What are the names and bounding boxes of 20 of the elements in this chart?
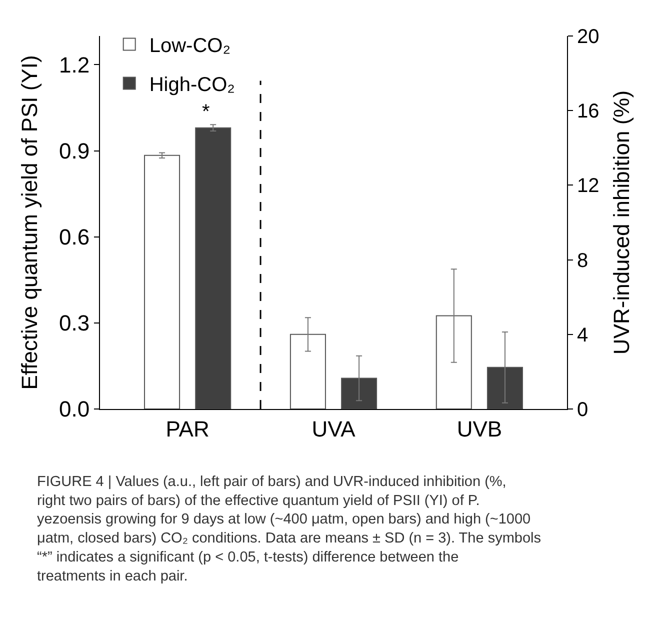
y-tick-label: 0.6 [59, 224, 90, 250]
y2-tick-label: 8 [577, 250, 588, 272]
x-tick-label: PAR [166, 416, 210, 442]
x-tick-label: UVB [456, 416, 502, 442]
legend-label: Low-CO₂ [149, 35, 230, 58]
y-tick-label: 0.0 [59, 396, 90, 422]
legend-label: High-CO₂ [149, 74, 235, 96]
y2-tick-label: 12 [577, 175, 600, 198]
y2-tick-label: 4 [577, 324, 588, 346]
y-tick-label: 0.3 [59, 310, 90, 336]
y-tick-label: 0.9 [59, 138, 90, 164]
y2-tick-label: 16 [577, 100, 600, 123]
y-tick-label: 1.2 [59, 52, 90, 78]
annotation: * [202, 101, 210, 123]
caption: FIGURE 4 | Values (a.u., left pair of bars) and UVR-induced inhibition (%, right two pairs of bars) of the effective quantum yield of PSII (YI) of P. yezoensis growing for 9 days at low (~400 μatm, open bars) and high (~1000 μatm, closed bars) CO₂ conditions. Data are means ± SD (n = 3). The symbols “*” indicates a significant (p < 0.05, t-tests) difference between the treatments in each pair. [37, 474, 541, 584]
y2-tick-label: 0 [577, 399, 588, 421]
y-axis-title: Effective quantum yield of PSI (YI) [16, 55, 42, 390]
y2-axis-title: UVR-induced inhibition (%) [609, 90, 634, 355]
x-tick-label: UVA [312, 416, 356, 442]
y2-tick-label: 20 [577, 26, 600, 48]
